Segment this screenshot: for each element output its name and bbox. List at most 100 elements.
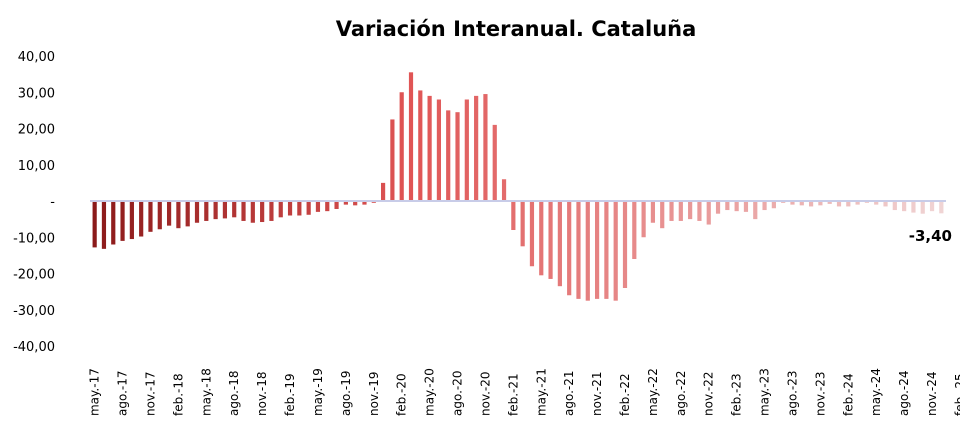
bar <box>120 201 125 241</box>
bar <box>278 201 283 218</box>
bar <box>650 201 656 223</box>
x-tick-label: feb.-25 <box>953 373 960 416</box>
bar <box>929 201 935 212</box>
x-tick-label: ago.-24 <box>897 370 911 416</box>
bar <box>594 201 600 299</box>
bar <box>548 201 553 279</box>
bar <box>883 201 888 207</box>
bar <box>269 201 274 221</box>
bar <box>827 201 832 204</box>
bar <box>194 201 200 223</box>
bar <box>501 179 507 201</box>
x-tick-label: ago.-18 <box>227 370 241 416</box>
x-tick-label: feb.-18 <box>171 373 185 416</box>
bar <box>567 201 572 296</box>
bar <box>483 94 488 201</box>
x-tick-label: feb.-24 <box>841 373 855 416</box>
bar <box>166 201 172 226</box>
bar <box>799 201 804 206</box>
x-tick-label: may.-24 <box>869 368 883 416</box>
bar <box>315 201 321 212</box>
bar <box>920 201 925 214</box>
bar <box>669 201 674 221</box>
y-tick-label: 10,00 <box>18 159 55 174</box>
bar <box>706 201 711 225</box>
bar <box>353 201 358 206</box>
x-tick-label: feb.-19 <box>283 373 297 416</box>
bar <box>911 201 916 213</box>
bar <box>725 201 730 211</box>
bars-group <box>92 72 944 301</box>
x-tick-label: feb.-21 <box>506 373 520 416</box>
bar <box>287 201 293 216</box>
bar <box>176 201 181 229</box>
y-tick-label: 30,00 <box>18 86 55 101</box>
x-tick-label: may.-18 <box>199 368 213 416</box>
bar <box>334 201 339 209</box>
bar <box>464 99 469 201</box>
x-tick-label: may.-20 <box>423 368 437 416</box>
x-tick-label: ago.-20 <box>451 370 465 416</box>
bar <box>92 201 97 248</box>
bar <box>808 201 814 207</box>
bar <box>427 95 432 202</box>
x-tick-label: may.-17 <box>88 368 102 416</box>
x-tick-label: ago.-17 <box>116 370 130 416</box>
bar <box>250 201 255 223</box>
bar <box>874 201 879 205</box>
y-tick-label: - <box>50 195 55 210</box>
bar <box>241 201 246 221</box>
chart-title: Variación Interanual. Cataluña <box>336 17 697 41</box>
y-tick-label: 20,00 <box>18 123 55 138</box>
bar <box>622 201 628 288</box>
bar <box>846 201 851 207</box>
bar <box>836 201 842 207</box>
bar <box>408 72 414 201</box>
x-tick-label: feb.-22 <box>618 373 632 416</box>
bar <box>557 201 562 287</box>
bar <box>762 201 767 211</box>
bar <box>632 201 637 259</box>
x-axis: may.-17 ago.-17 nov.-17 feb.-18 may.-18 ago.-… <box>88 368 960 416</box>
bar <box>325 201 330 212</box>
x-tick-label: nov.-21 <box>590 371 604 416</box>
bar <box>818 201 823 206</box>
bar <box>688 201 693 220</box>
bar <box>185 201 190 227</box>
bar <box>362 201 367 205</box>
bar <box>790 201 795 205</box>
bar <box>474 95 479 202</box>
bar <box>436 99 442 201</box>
bar <box>697 201 702 221</box>
x-tick-label: ago.-23 <box>785 370 799 416</box>
bar <box>101 201 107 249</box>
bar <box>455 112 460 201</box>
x-tick-label: nov.-22 <box>702 371 716 416</box>
bar <box>204 201 209 221</box>
bar <box>260 201 265 223</box>
bar <box>343 201 348 205</box>
y-axis: 40,00 30,00 20,00 10,00 - -10,00 -20,00 -30,00 -… <box>13 50 55 355</box>
bar <box>380 182 386 202</box>
bar <box>399 92 404 201</box>
x-tick-label: may.-23 <box>758 368 772 416</box>
bar <box>678 201 683 221</box>
x-tick-label: may.-22 <box>646 368 660 416</box>
bar <box>306 201 311 215</box>
bar <box>753 201 758 220</box>
x-tick-label: nov.-17 <box>143 371 157 416</box>
last-value-label: -3,40 <box>909 227 952 245</box>
bar <box>111 201 116 245</box>
bar <box>213 201 218 220</box>
x-tick-label: ago.-19 <box>339 370 353 416</box>
bar <box>734 201 739 212</box>
bar <box>157 201 162 230</box>
x-tick-label: ago.-22 <box>674 370 688 416</box>
x-tick-label: nov.-18 <box>255 371 269 416</box>
bar <box>232 201 237 218</box>
y-tick-label: -30,00 <box>13 304 55 319</box>
bar <box>576 201 581 299</box>
x-tick-label: nov.-23 <box>813 371 827 416</box>
bar <box>148 201 153 232</box>
bar <box>641 201 646 238</box>
